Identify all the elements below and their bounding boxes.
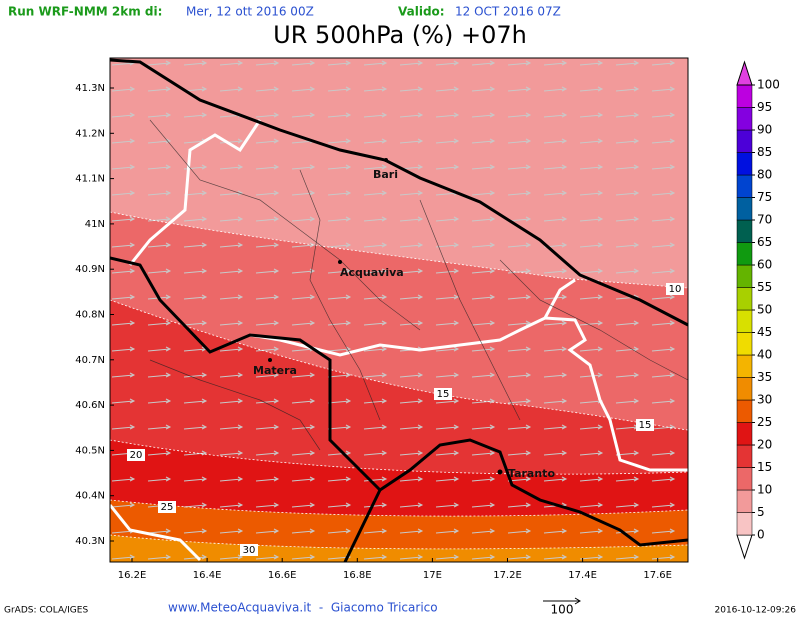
map-frame (109, 57, 689, 563)
colorbar-label: 95 (757, 100, 772, 114)
colorbar-label: 85 (757, 145, 772, 159)
colorbar-swatch (736, 512, 753, 536)
colorbar-label: 55 (757, 280, 772, 294)
vector-scale-label: 100 (551, 603, 574, 617)
lon-label: 17E (423, 570, 442, 581)
map-area: Bari Acquaviva Matera Taranto 10 15 15 2… (110, 58, 688, 562)
colorbar-label: 40 (757, 348, 772, 362)
lat-label: 41.1N (75, 174, 105, 185)
lat-label: 40.8N (75, 310, 105, 321)
colorbar-swatch (736, 309, 753, 333)
colorbar-low-end (736, 534, 753, 560)
header: Run WRF-NMM 2km di: Mer, 12 ott 2016 00Z… (8, 5, 561, 50)
footer: GrADS: COLA/IGES www.MeteoAcquaviva.it -… (4, 597, 797, 617)
lat-label: 40.7N (75, 355, 105, 366)
colorbar-label: 5 (757, 505, 765, 519)
lat-label: 40.4N (75, 491, 105, 502)
lon-label: 16.4E (193, 570, 222, 581)
axes: 41.3N 41.2N 41.1N 41N 40.9N 40.8N 40.7N 40.6N 40… (75, 83, 672, 581)
colorbar-label: 20 (757, 438, 772, 452)
contour-label: 30 (243, 545, 256, 556)
place-markers (268, 158, 503, 475)
coastline (110, 58, 688, 562)
timestamp: 2016-10-12-09:26 (715, 606, 797, 616)
colorbar-label: 70 (757, 213, 772, 227)
colorbar-swatch (736, 354, 753, 378)
colorbar-swatch (736, 107, 753, 131)
contour-label: 10 (669, 284, 682, 295)
contour-label: 15 (437, 389, 450, 400)
colorbar-high-end (736, 60, 753, 86)
colorbar-label: 10 (757, 483, 772, 497)
lat-label: 40.5N (75, 445, 105, 456)
colorbar-swatch (736, 219, 753, 243)
lat-label: 41.3N (75, 83, 105, 94)
colorbar-swatch (736, 332, 753, 356)
place-label: Taranto (508, 467, 555, 480)
colorbar-swatch (736, 489, 753, 513)
colorbar-swatch (736, 84, 753, 108)
valid-date: 12 OCT 2016 07Z (455, 5, 561, 19)
contour-label: 25 (161, 502, 174, 513)
run-label: Run WRF-NMM 2km di: (8, 5, 162, 19)
colorbar-label: 80 (757, 168, 772, 182)
colorbar-label: 100 (757, 78, 780, 92)
colorbar-swatch (736, 174, 753, 198)
colorbar-swatch (736, 444, 753, 468)
vector-scale-head (574, 597, 581, 605)
place-label: Acquaviva (340, 266, 404, 279)
region-borders (110, 119, 688, 562)
colorbar-label: 60 (757, 258, 772, 272)
lon-label: 16.8E (343, 570, 372, 581)
lon-label: 17.2E (493, 570, 522, 581)
colorbar-swatch (736, 377, 753, 401)
lon-label: 16.2E (118, 570, 147, 581)
colorbar-label: 75 (757, 190, 772, 204)
colorbar-swatch (736, 152, 753, 176)
colorbar-label: 45 (757, 325, 772, 339)
colorbar-label: 15 (757, 460, 772, 474)
contour-label: 20 (130, 450, 143, 461)
colorbar-label: 35 (757, 370, 772, 384)
colorbar-swatch (736, 399, 753, 423)
wind-vectors (110, 58, 688, 562)
colorbar-label: 65 (757, 235, 772, 249)
lat-label: 40.3N (75, 536, 105, 547)
lon-label: 17.6E (643, 570, 672, 581)
contour-label: 15 (639, 420, 652, 431)
colorbar-swatch (736, 129, 753, 153)
lon-label: 17.4E (568, 570, 597, 581)
colorbar-swatch (736, 422, 753, 446)
lon-label: 16.6E (268, 570, 297, 581)
colorbar-label: 25 (757, 415, 772, 429)
colorbar-swatch (736, 287, 753, 311)
province-borders (149, 119, 688, 451)
lat-label: 41.2N (75, 128, 105, 139)
valid-label: Valido: (398, 5, 445, 19)
colorbar-label: 50 (757, 303, 772, 317)
colorbar-label: 0 (757, 528, 765, 542)
run-date: Mer, 12 ott 2016 00Z (186, 5, 314, 19)
colorbar-swatch (736, 264, 753, 288)
lat-label: 41N (85, 219, 105, 230)
site-credit: www.MeteoAcquaviva.it - Giacomo Tricaric… (168, 601, 438, 615)
colorbar-swatch (736, 242, 753, 266)
map-title: UR 500hPa (%) +07h (273, 21, 527, 49)
lat-label: 40.9N (75, 264, 105, 275)
place-label: Matera (253, 364, 297, 377)
contour-labels: 10 15 15 20 25 30 (127, 283, 684, 556)
software-credit: GrADS: COLA/IGES (4, 606, 88, 616)
colorbar-label: 30 (757, 393, 772, 407)
colorbar-swatch (736, 467, 753, 491)
colorbar-label: 90 (757, 123, 772, 137)
lat-label: 40.6N (75, 400, 105, 411)
colorbar: 0 5 10 15 20 25 30 35 40 45 50 55 60 65 70 75 80 85 90 95 10… (736, 60, 780, 560)
colorbar-swatch (736, 197, 753, 221)
place-label: Bari (373, 168, 398, 181)
